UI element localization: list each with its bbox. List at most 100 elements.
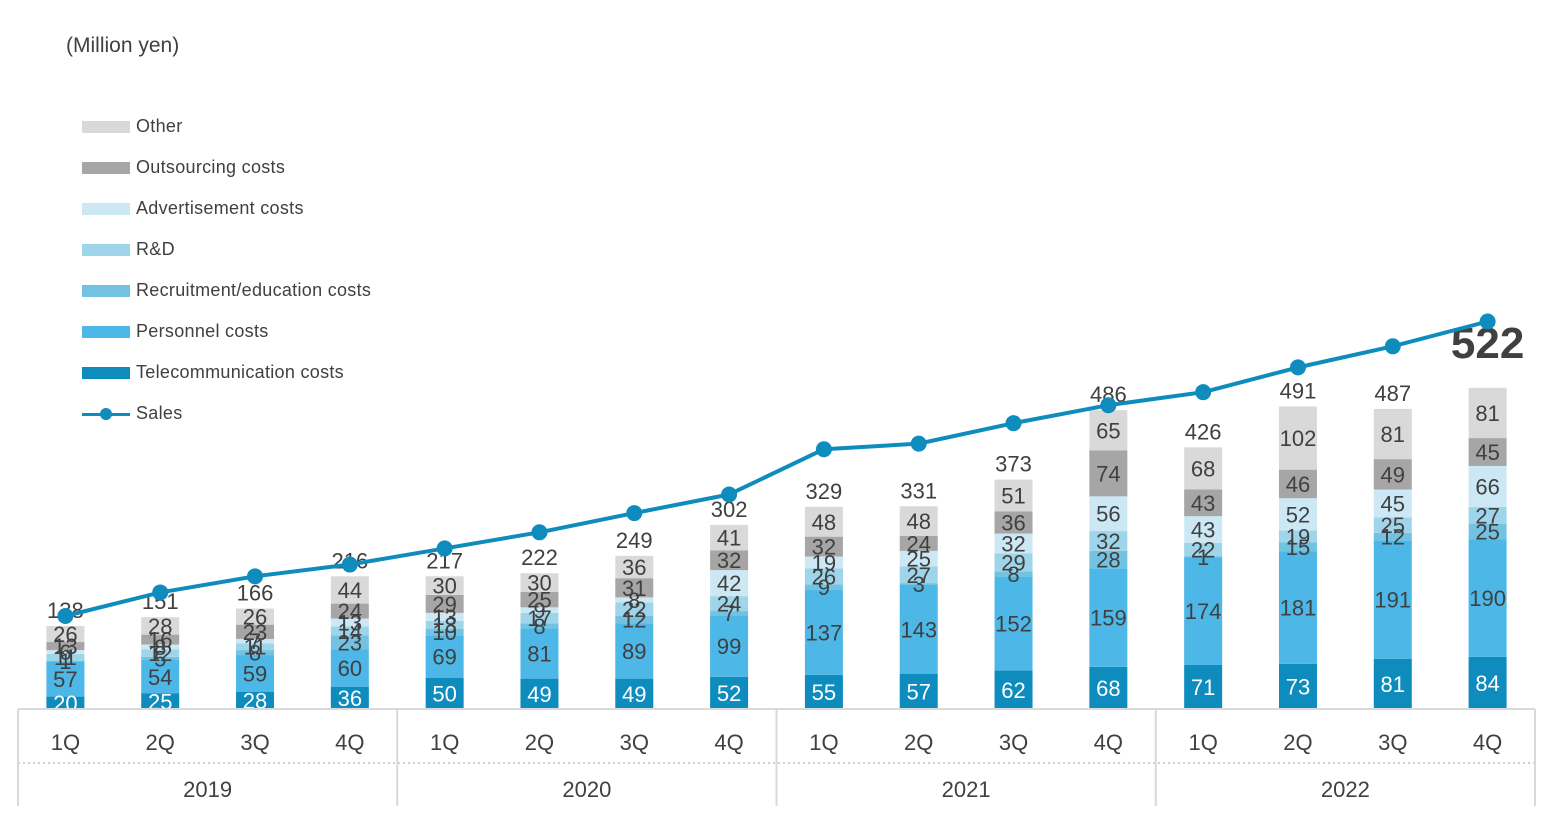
sales-point bbox=[341, 556, 358, 573]
segment-label: 1 bbox=[1197, 545, 1209, 570]
sales-point bbox=[815, 441, 832, 458]
bar-segment bbox=[899, 536, 938, 551]
bar-segment bbox=[330, 649, 369, 687]
segment-label: 24 bbox=[906, 531, 930, 556]
bar-segment bbox=[710, 676, 749, 709]
bar-segment bbox=[1278, 498, 1317, 531]
bar-segment bbox=[425, 576, 464, 595]
bar-segment bbox=[1278, 663, 1317, 709]
segment-label: 49 bbox=[622, 682, 646, 707]
bar-segment bbox=[1278, 406, 1317, 470]
bar-segment bbox=[1373, 517, 1412, 533]
chart-legend: Other Outsourcing costs Advertisement cost… bbox=[82, 106, 371, 434]
legend-swatch bbox=[82, 243, 130, 256]
legend-swatch bbox=[82, 161, 130, 174]
quarter-tick-label: 1Q bbox=[809, 730, 838, 755]
bar-segment bbox=[1468, 438, 1507, 466]
segment-label: 42 bbox=[717, 571, 741, 596]
bar-segment bbox=[1089, 410, 1128, 451]
bar-segment bbox=[1468, 523, 1507, 540]
bar-segment bbox=[804, 556, 843, 569]
legend-item-advertisement-costs: Advertisement costs bbox=[82, 188, 371, 229]
bar-segment bbox=[236, 643, 275, 651]
bar-segment bbox=[1089, 550, 1128, 569]
segment-label: 12 bbox=[148, 641, 172, 666]
bar-segment bbox=[330, 635, 369, 650]
segment-label: 30 bbox=[527, 571, 551, 596]
bar-segment bbox=[994, 479, 1033, 512]
legend-label: Sales bbox=[136, 403, 183, 423]
total-label: 373 bbox=[995, 452, 1032, 477]
legend-swatch bbox=[82, 284, 130, 297]
segment-label: 23 bbox=[243, 620, 267, 645]
segment-label: 66 bbox=[1475, 474, 1499, 499]
bar-segment bbox=[615, 602, 654, 616]
legend-label: Advertisement costs bbox=[136, 198, 304, 218]
segment-label: 13 bbox=[338, 611, 362, 636]
legend-item-recruitment-education-costs: Recruitment/education costs bbox=[82, 270, 371, 311]
bar-segment bbox=[710, 550, 749, 571]
segment-label: 52 bbox=[717, 681, 741, 706]
segment-label: 73 bbox=[1286, 674, 1310, 699]
bar-segment bbox=[141, 656, 180, 661]
bar-segment bbox=[615, 578, 654, 598]
segment-label: 26 bbox=[812, 564, 836, 589]
legend-item-personnel-costs: Personnel costs bbox=[82, 311, 371, 352]
total-label: 166 bbox=[237, 581, 274, 606]
legend-swatch bbox=[82, 202, 130, 215]
segment-label: 54 bbox=[148, 665, 172, 690]
sales-point bbox=[152, 584, 169, 601]
segment-label: 8 bbox=[154, 635, 166, 660]
bar-segment bbox=[1184, 556, 1223, 558]
total-label: 487 bbox=[1374, 381, 1411, 406]
segment-label: 36 bbox=[1001, 510, 1025, 535]
segment-label: 25 bbox=[527, 588, 551, 613]
segment-label: 3 bbox=[913, 572, 925, 597]
bar-segment bbox=[236, 655, 275, 692]
quarter-tick-label: 4Q bbox=[1473, 730, 1502, 755]
total-label: 249 bbox=[616, 528, 653, 553]
segment-label: 45 bbox=[1381, 491, 1405, 516]
sales-point bbox=[436, 540, 453, 557]
quarter-tick-label: 3Q bbox=[240, 730, 269, 755]
bar-segment bbox=[46, 660, 85, 662]
quarter-tick-label: 3Q bbox=[620, 730, 649, 755]
segment-label: 25 bbox=[148, 689, 172, 714]
segment-label: 36 bbox=[338, 686, 362, 711]
segment-label: 30 bbox=[432, 574, 456, 599]
segment-label: 24 bbox=[338, 599, 362, 624]
quarter-tick-label: 2Q bbox=[1283, 730, 1312, 755]
bar-segment bbox=[425, 612, 464, 621]
sales-point bbox=[1479, 313, 1496, 330]
bar-segment bbox=[520, 623, 559, 629]
bar-segment bbox=[1089, 496, 1128, 532]
segment-label: 81 bbox=[527, 642, 551, 667]
segment-label: 8 bbox=[1007, 562, 1019, 587]
segment-label: 6 bbox=[59, 640, 71, 665]
bar-segment bbox=[899, 583, 938, 585]
bar-segment bbox=[615, 623, 654, 679]
quarter-tick-label: 1Q bbox=[430, 730, 459, 755]
segment-label: 9 bbox=[533, 598, 545, 623]
segment-label: 81 bbox=[1381, 672, 1405, 697]
segment-label: 102 bbox=[1280, 426, 1317, 451]
legend-swatch bbox=[82, 325, 130, 338]
bar-segment bbox=[1373, 532, 1412, 541]
segment-label: 43 bbox=[1191, 491, 1215, 516]
segment-label: 7 bbox=[723, 601, 735, 626]
segment-label: 13 bbox=[432, 605, 456, 630]
segment-label: 143 bbox=[900, 617, 937, 642]
bar-segment bbox=[330, 618, 369, 627]
segment-label: 7 bbox=[249, 629, 261, 654]
segment-label: 29 bbox=[1001, 550, 1025, 575]
quarter-tick-label: 2Q bbox=[146, 730, 175, 755]
bar-segment bbox=[710, 524, 749, 551]
legend-swatch bbox=[82, 366, 130, 379]
segment-label: 159 bbox=[1090, 606, 1127, 631]
bar-segment bbox=[1184, 516, 1223, 543]
bar-segment bbox=[804, 674, 843, 709]
bar-segment bbox=[1468, 506, 1507, 524]
total-label: 426 bbox=[1185, 419, 1222, 444]
segment-label: 69 bbox=[432, 645, 456, 670]
bar-segment bbox=[1184, 557, 1223, 665]
